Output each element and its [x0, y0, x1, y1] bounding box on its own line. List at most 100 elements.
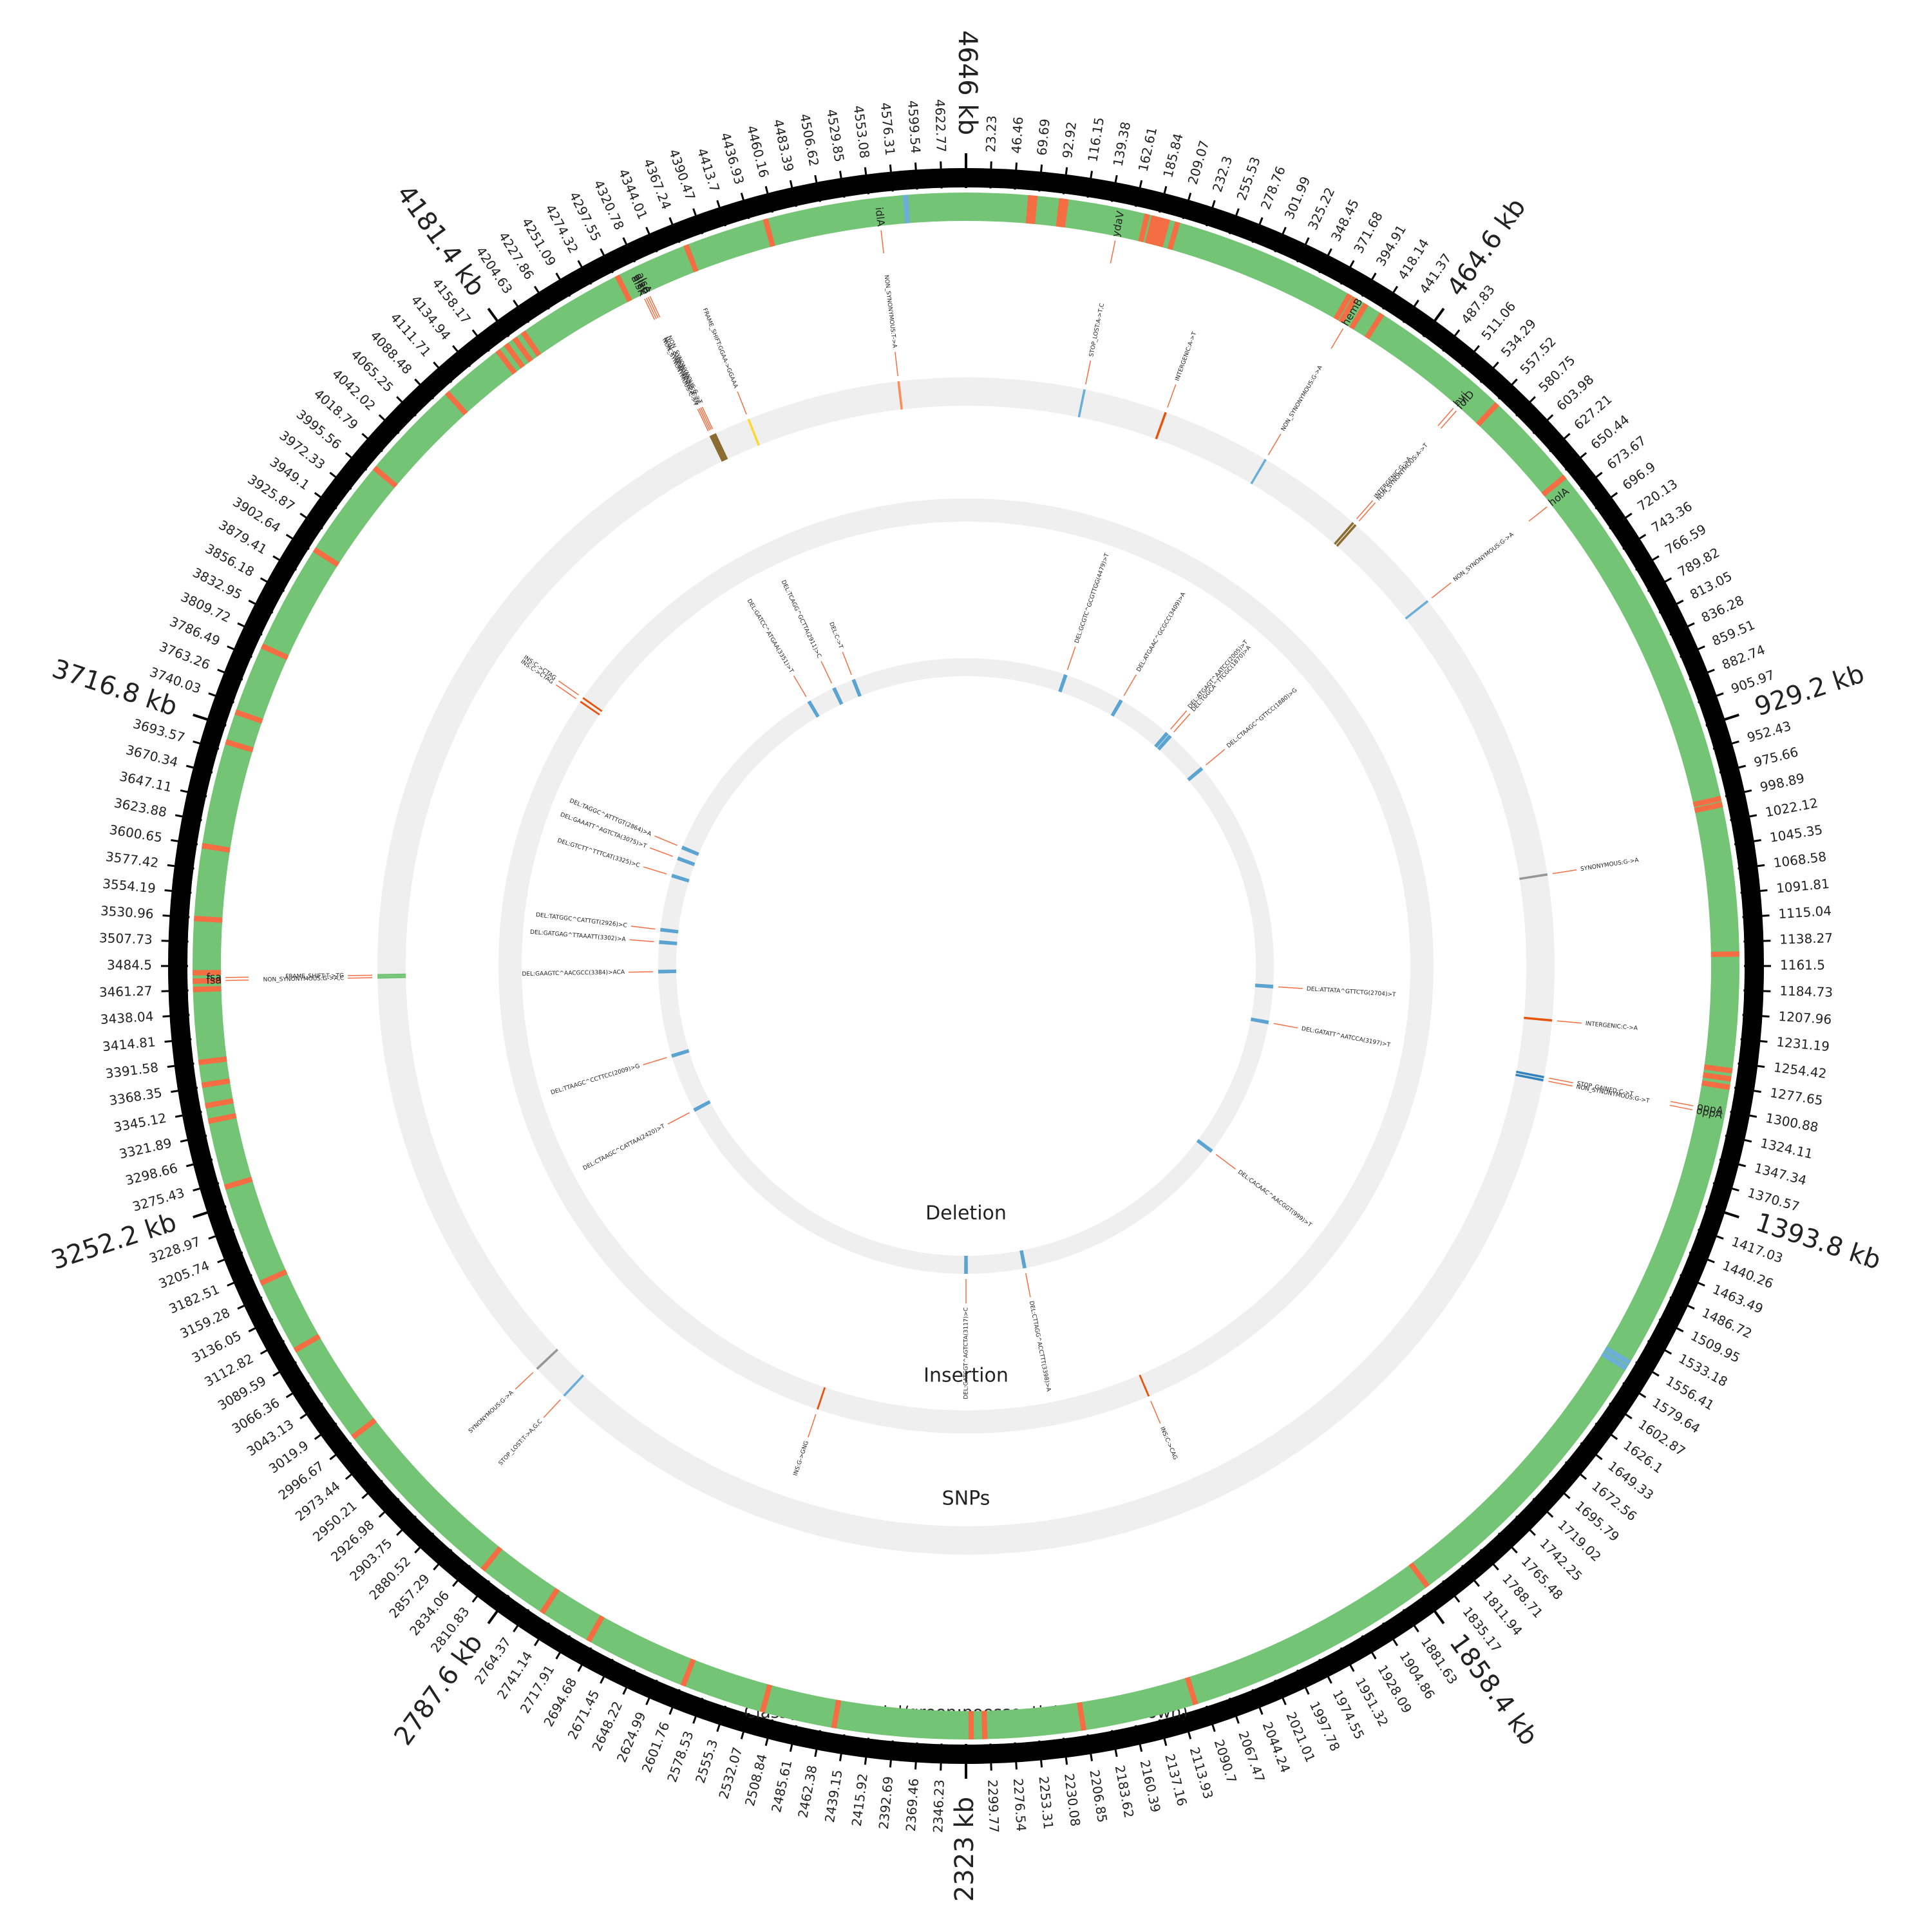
essential-gene	[225, 739, 254, 753]
feature-label: DEL:CACAAC^AACGGT(999)>T	[1236, 1169, 1313, 1229]
tick-mark	[1719, 1158, 1747, 1168]
leader-line	[654, 835, 677, 846]
feature-mark	[582, 697, 603, 712]
feature-mark	[714, 433, 728, 460]
track-ring	[658, 658, 1274, 1274]
tick-mark	[162, 1014, 190, 1018]
tick-mark	[1609, 1402, 1633, 1419]
tick-label: 116.15	[1084, 116, 1107, 163]
tick-mark	[208, 692, 234, 704]
tick-mark	[378, 414, 400, 435]
tick-label: 1161.5	[1780, 958, 1825, 973]
tick-mark	[1680, 1274, 1705, 1287]
essential-gene	[1475, 402, 1500, 427]
gene-leader	[645, 298, 657, 319]
tick-mark	[193, 1205, 227, 1218]
essential-gene	[968, 1710, 974, 1739]
leader-line	[1123, 674, 1137, 696]
tick-mark	[577, 1647, 592, 1672]
tick-label: 696.9	[1620, 459, 1658, 493]
tick-mark	[260, 1340, 285, 1355]
tick-mark	[167, 1062, 194, 1068]
tick-mark	[1580, 1442, 1603, 1461]
essential-gene	[981, 1710, 988, 1739]
feature-label: DEL:TATGGC^CATTGT(2926)>C	[535, 912, 627, 929]
feature-mark	[1139, 1374, 1150, 1397]
tick-mark	[193, 740, 220, 750]
tick-label: 1207.96	[1778, 1009, 1832, 1027]
feature-mark	[377, 973, 406, 977]
tick-label: 1300.88	[1765, 1110, 1820, 1135]
tick-mark	[1479, 361, 1499, 383]
tick-label: 4413.7	[694, 146, 723, 194]
tick-mark	[1251, 1689, 1264, 1715]
leader-line	[558, 680, 580, 696]
tick-mark	[260, 577, 285, 592]
tick-mark	[1698, 1228, 1724, 1240]
leader-line	[515, 1372, 534, 1390]
tick-mark	[692, 1698, 704, 1724]
essential-gene	[504, 343, 526, 369]
leader-line	[700, 407, 712, 430]
tick-mark	[1182, 1712, 1192, 1739]
leader-line	[630, 925, 656, 930]
essential-gene	[831, 1700, 842, 1729]
tick-label: 4529.85	[824, 108, 848, 163]
tick-label: 1022.12	[1764, 795, 1819, 820]
tick-mark	[1228, 1698, 1240, 1724]
feature-mark	[658, 969, 677, 974]
essential-gene	[762, 218, 775, 247]
feature-mark	[1196, 1139, 1213, 1153]
feature-mark	[709, 435, 724, 462]
feature-mark	[580, 701, 600, 715]
tick-mark	[1382, 1622, 1399, 1647]
leader-line	[1552, 869, 1577, 875]
feature-label: DEL:CTAAGC^GTTCC(1880)>G	[1226, 687, 1298, 750]
tick-label: 3438.04	[100, 1009, 154, 1027]
tick-mark	[1182, 193, 1192, 220]
tick-label: 2113.93	[1187, 1745, 1217, 1801]
feature-mark	[1250, 1017, 1269, 1025]
gene-leader	[649, 296, 661, 317]
tick-mark	[1382, 285, 1399, 310]
gene-label: fsa	[206, 971, 222, 983]
tick-mark	[1205, 1705, 1216, 1732]
tick-mark	[164, 1038, 192, 1043]
feature-mark	[1157, 734, 1172, 751]
tick-label: 2044.24	[1260, 1719, 1294, 1775]
tick-mark	[164, 889, 192, 894]
tick-label: 69.69	[1034, 118, 1053, 156]
tick-mark	[555, 1635, 571, 1660]
tick-mark	[396, 396, 417, 417]
feature-label: DEL:ATGAGT^AATCC(2005)>T	[1187, 639, 1249, 710]
track-label: SNPs	[942, 1488, 990, 1510]
tick-label: 4436.93	[717, 131, 747, 186]
tick-label: 2230.08	[1061, 1772, 1083, 1827]
tick-label: 3368.35	[108, 1084, 163, 1108]
leader-line	[1431, 582, 1452, 598]
tick-label: 3600.65	[108, 822, 163, 846]
tick-mark	[1274, 227, 1287, 252]
tick-mark	[227, 1274, 252, 1287]
tick-mark	[1705, 1205, 1739, 1218]
leader-line	[1267, 433, 1282, 455]
gene-leader	[1331, 328, 1344, 349]
tick-mark	[1318, 248, 1332, 274]
tick-mark	[1296, 237, 1310, 263]
tick-mark	[914, 162, 918, 190]
tick-label: 4460.16	[744, 124, 772, 179]
essential-gene	[1702, 1072, 1732, 1082]
tick-mark	[185, 1158, 213, 1168]
tick-label: 3507.73	[99, 930, 153, 947]
feature-mark	[536, 1349, 558, 1370]
gene-label: fsa	[206, 974, 222, 986]
leader-line	[1549, 1077, 1573, 1084]
gene-leader	[647, 296, 659, 319]
tick-label: 2160.39	[1137, 1759, 1163, 1814]
tick-mark	[1532, 1497, 1554, 1518]
tick-mark	[193, 714, 227, 727]
gene-leader	[880, 230, 884, 254]
tick-mark	[1014, 162, 1018, 190]
tick-label: 3461.27	[99, 983, 153, 1000]
tick-mark	[1743, 989, 1771, 992]
